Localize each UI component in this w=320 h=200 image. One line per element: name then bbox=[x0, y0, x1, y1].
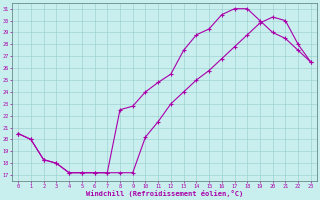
X-axis label: Windchill (Refroidissement éolien,°C): Windchill (Refroidissement éolien,°C) bbox=[86, 190, 243, 197]
